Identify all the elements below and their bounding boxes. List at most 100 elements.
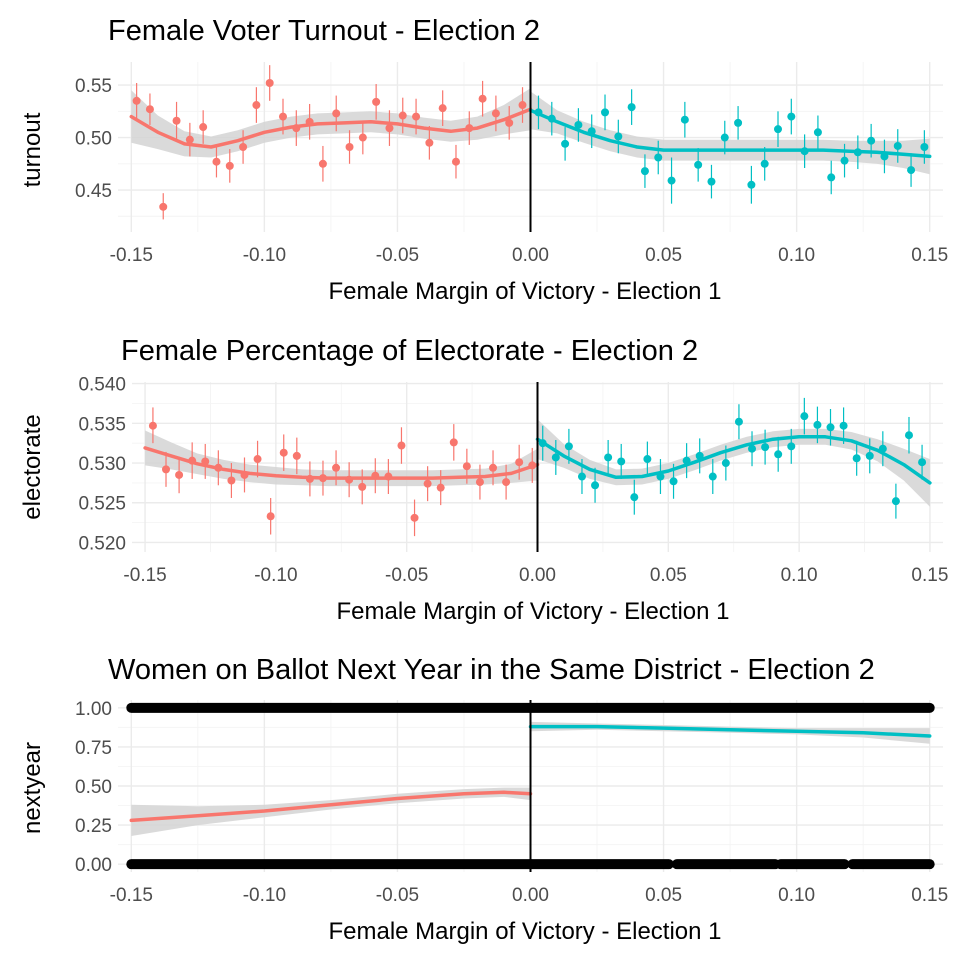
y-tick-labels: 0.520 0.525 0.530 0.535 0.540: [78, 375, 126, 555]
right-data-point: [721, 459, 730, 468]
left-data-point: [212, 157, 221, 166]
left-data-point: [518, 101, 527, 110]
left-data-point: [292, 451, 301, 460]
x-tick-label: 0.00: [512, 885, 549, 906]
left-data-point: [279, 112, 287, 121]
y-tick-label: 0.00: [75, 855, 112, 876]
left-data-point: [385, 124, 394, 133]
x-tick-label: 0.05: [650, 565, 687, 586]
x-tick-label: -0.05: [385, 565, 428, 586]
right-data-point: [707, 177, 716, 186]
fit-lines: [129, 107, 932, 159]
x-tick-label: 0.10: [778, 885, 815, 906]
right-data-point: [839, 421, 848, 430]
binary-points: [126, 702, 935, 870]
left-data-point: [175, 470, 184, 479]
x-tick-label: -0.10: [243, 245, 286, 266]
y-tick-label: 0.540: [78, 375, 126, 396]
left-data-point: [438, 104, 447, 113]
x-tick-label: 0.00: [519, 565, 556, 586]
right-data-point: [564, 442, 573, 451]
left-data-point: [185, 135, 194, 144]
left-data-point: [239, 143, 248, 151]
right-fit-line: [535, 435, 932, 485]
left-data-point: [491, 109, 500, 118]
right-data-point: [761, 443, 770, 452]
right-data-point: [667, 176, 676, 185]
x-tick-labels: -0.15 -0.10 -0.05 0.00 0.05 0.10 0.15: [110, 245, 949, 266]
x-tick-label: -0.15: [110, 245, 153, 266]
right-data-point: [654, 153, 663, 162]
y-tick-label: 1.00: [75, 699, 112, 720]
left-data-point: [148, 421, 157, 430]
y-axis-title: turnout: [19, 112, 46, 187]
left-data-point: [199, 123, 208, 132]
left-data-point: [132, 96, 141, 105]
right-data-point: [614, 132, 623, 141]
right-fit-line: [528, 108, 932, 159]
left-fit-line: [143, 446, 540, 480]
left-data-point: [358, 482, 367, 491]
left-confidence-ribbon: [131, 787, 531, 836]
right-data-point: [774, 450, 783, 459]
right-data-point: [787, 112, 796, 121]
left-data-point: [172, 116, 181, 125]
fit-lines: [129, 724, 932, 823]
left-data-point: [423, 479, 432, 488]
left-data-point: [332, 109, 341, 118]
right-data-point: [907, 166, 916, 175]
y-tick-label: 0.55: [75, 76, 112, 97]
left-data-point: [266, 512, 275, 521]
x-tick-label: -0.05: [376, 245, 419, 266]
left-data-point: [253, 455, 262, 464]
right-data-point: [920, 143, 929, 151]
right-data-point: [591, 481, 600, 490]
right-data-point: [774, 125, 782, 134]
x-tick-label: 0.15: [911, 565, 948, 586]
right-data-point: [561, 139, 570, 148]
right-fit-line: [528, 724, 932, 738]
x-tick-label: 0.15: [911, 885, 948, 906]
left-data-point: [372, 97, 381, 106]
right-data-point: [734, 118, 743, 127]
y-tick-label: 0.535: [78, 414, 126, 435]
right-data-point: [787, 442, 796, 451]
left-data-point: [252, 101, 261, 110]
left-data-point: [425, 138, 434, 147]
panel-title: Female Percentage of Electorate - Electi…: [121, 335, 698, 367]
left-data-point: [358, 133, 367, 142]
left-data-point: [227, 476, 236, 485]
electorate-panel: Female Percentage of Electorate - Electi…: [19, 335, 948, 625]
left-data-point: [489, 463, 498, 472]
left-data-point: [225, 161, 234, 170]
right-data-point: [918, 458, 927, 467]
left-data-point: [502, 478, 511, 487]
right-confidence-ribbon: [530, 91, 930, 175]
right-data-point: [813, 128, 822, 137]
right-data-point: [867, 136, 876, 145]
y-tick-label: 0.45: [75, 181, 112, 202]
panel-title: Women on Ballot Next Year in the Same Di…: [108, 654, 875, 686]
x-tick-labels: -0.15 -0.10 -0.05 0.00 0.05 0.10 0.15: [123, 565, 948, 586]
x-axis-title: Female Margin of Victory - Election 1: [336, 598, 729, 625]
right-data-point: [577, 472, 586, 481]
y-tick-label: 0.75: [75, 738, 112, 759]
x-tick-label: 0.00: [512, 245, 549, 266]
left-data-point: [265, 78, 274, 87]
right-data-point: [827, 173, 836, 182]
left-data-point: [279, 448, 288, 457]
y-tick-label: 0.50: [75, 777, 112, 798]
x-tick-label: 0.15: [911, 245, 948, 266]
x-tick-label: 0.10: [778, 245, 815, 266]
x-tick-label: 0.05: [645, 885, 682, 906]
right-data-point: [694, 160, 703, 169]
right-data-point: [904, 431, 913, 440]
right-data-point: [800, 412, 809, 421]
x-tick-label: 0.05: [645, 245, 682, 266]
right-data-point: [840, 156, 849, 165]
left-data-point: [449, 438, 458, 447]
y-tick-labels: 0.45 0.50 0.55: [75, 76, 112, 202]
right-data-point: [601, 108, 610, 117]
y-axis-title: nextyear: [19, 742, 46, 834]
